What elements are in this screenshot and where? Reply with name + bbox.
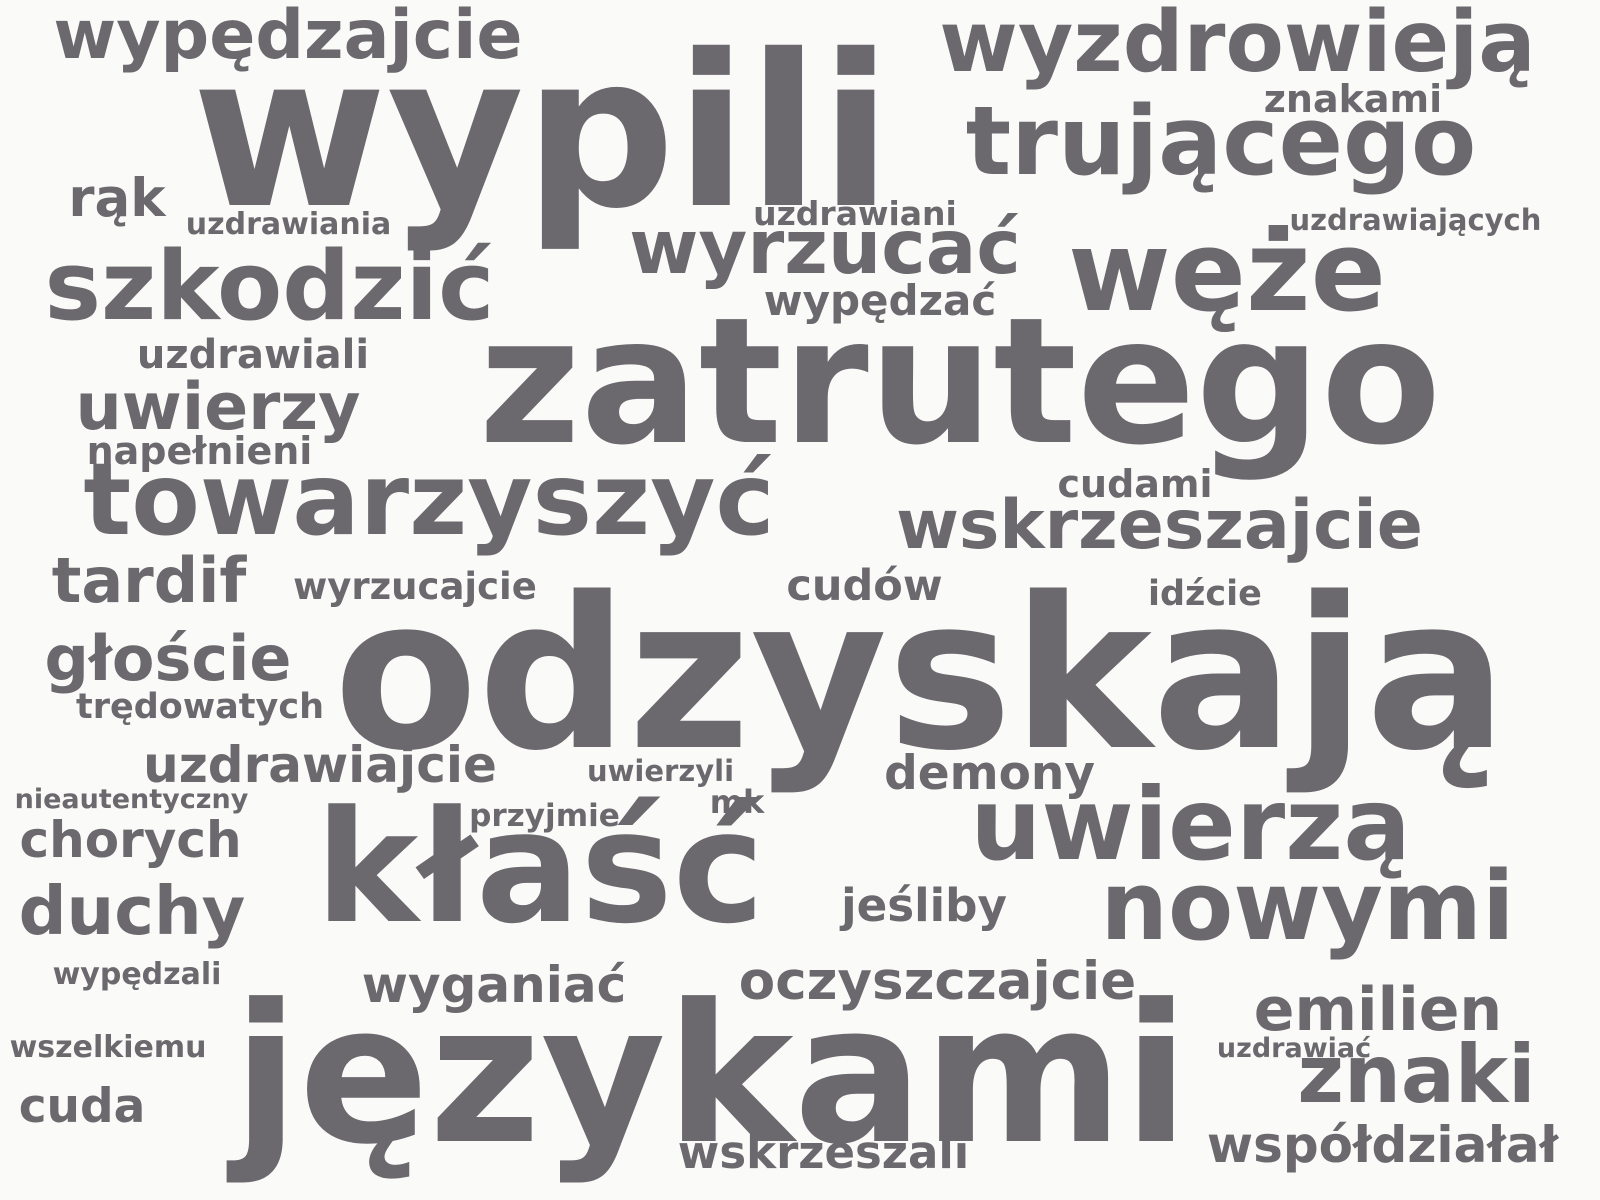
word-napelnieni: napełnieni (86, 429, 313, 473)
word-zatrutego: zatrutego (478, 281, 1442, 484)
word-chorych: chorych (19, 811, 242, 869)
word-trujacego: trującego (965, 87, 1477, 197)
word-uzdrawiac: uzdrawiać (1216, 1033, 1372, 1064)
word-wyrzucajcie: wyrzucajcie (293, 565, 537, 608)
word-wypedzali: wypędzali (52, 957, 222, 992)
word-odzyskaja: odzyskają (333, 552, 1508, 797)
word-uzdrawiajacych: uzdrawiających (1289, 203, 1542, 237)
word-wskrzeszali: wskrzeszali (677, 1126, 970, 1179)
word-wyrzucac: wyrzucać (629, 203, 1021, 291)
word-jezykami: językami (233, 964, 1190, 1187)
word-towarzyszyc: towarzyszyć (83, 441, 775, 558)
word-idzcie: idźcie (1148, 574, 1262, 614)
word-oczyszczajcie: oczyszczajcie (738, 951, 1137, 1012)
word-uwierzy: uwierzy (75, 370, 361, 445)
word-weze: węże (1068, 208, 1386, 337)
word-uzdrawiajcie: uzdrawiajcie (143, 736, 497, 794)
word-uzdrawiani: uzdrawiani (753, 194, 957, 233)
word-uzdrawiania: uzdrawiania (185, 207, 392, 242)
word-wszelkiemu: wszelkiemu (9, 1030, 207, 1065)
word-cudow: cudów (786, 561, 943, 611)
word-wypedzac: wypędzać (763, 276, 997, 325)
word-nowymi: nowymi (1100, 852, 1515, 962)
word-jesliby: jeśliby (841, 879, 1007, 933)
word-cudami: cudami (1057, 462, 1213, 506)
word-wyzdrowieja: wyzdrowieją (939, 0, 1536, 92)
word-przyjmie: przyjmie (469, 798, 620, 834)
word-uzdrawiali: uzdrawiali (136, 332, 370, 378)
word-wyganiac: wyganiać (361, 956, 627, 1014)
word-duchy: duchy (18, 872, 246, 950)
word-klasc: kłaść (315, 777, 765, 958)
word-znakami: znakami (1263, 77, 1443, 121)
word-tardif: tardif (51, 544, 247, 617)
word-znaki: znaki (1297, 1028, 1536, 1121)
word-rak: rąk (68, 168, 166, 229)
word-tredowatych: trędowatych (76, 687, 324, 727)
word-szkodzic: szkodzić (44, 232, 495, 342)
word-uwierzyli: uwierzyli (587, 754, 735, 788)
word-mk: mk (709, 783, 765, 821)
word-glioscie: głoście (44, 622, 292, 695)
word-wspoldzialal: współdziałał (1206, 1116, 1559, 1174)
word-wypedzajcie: wypędzajcie (53, 0, 523, 75)
word-wypili: wypili (191, 9, 893, 255)
word-nieautentyczny: nieautentyczny (14, 784, 249, 815)
word-cuda: cuda (18, 1079, 146, 1134)
word-emilien: emilien (1253, 975, 1503, 1045)
word-wskrzeszajcie: wskrzeszajcie (896, 486, 1423, 565)
word-uwierza: uwierzą (970, 766, 1411, 883)
word-demony: demony (884, 746, 1095, 801)
